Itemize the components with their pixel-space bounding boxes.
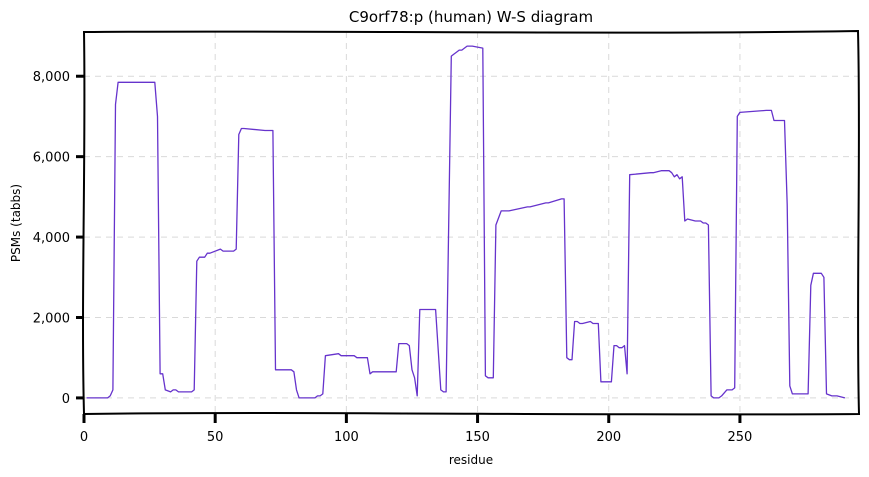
y-tick-label: 0: [62, 392, 70, 407]
y-tick-label: 2,000: [33, 311, 70, 326]
x-tick-label: 100: [334, 430, 359, 445]
plot-frame: [82, 29, 861, 416]
y-tick-label: 8,000: [33, 70, 70, 85]
chart-title: C9orf78:p (human) W-S diagram: [349, 8, 593, 26]
x-tick-label: 200: [596, 430, 621, 445]
x-tick-label: 50: [207, 430, 224, 445]
grid: [84, 32, 858, 414]
y-axis-label: PSMs (tabbs): [9, 184, 23, 262]
y-tick-label: 4,000: [33, 231, 70, 246]
x-tick-label: 0: [80, 430, 88, 445]
y-tick-label: 6,000: [33, 151, 70, 166]
x-tick-label: 150: [465, 430, 490, 445]
y-axis: 0 2,000 4,000 6,000 8,000: [33, 70, 84, 407]
x-tick-label: 250: [728, 430, 753, 445]
x-axis: 0 50 100 150 200 250: [80, 414, 752, 445]
x-axis-label: residue: [449, 453, 493, 467]
series-line: [86, 45, 846, 399]
